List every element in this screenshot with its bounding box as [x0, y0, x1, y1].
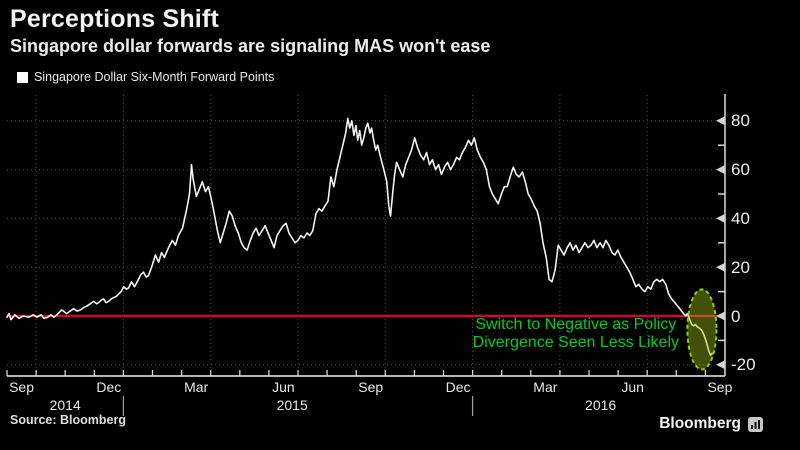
annotation-callout: Switch to Negative as Policy Divergence …: [473, 316, 679, 351]
x-axis-year-label: 2014: [49, 397, 81, 413]
x-axis-label: Jun: [621, 379, 644, 395]
bloomberg-terminal-icon: [748, 416, 763, 432]
x-axis-label: Sep: [707, 379, 733, 395]
x-axis-label: Jun: [272, 379, 295, 395]
series-line: [6, 117, 714, 356]
y-axis-arrow-tick: [716, 360, 725, 370]
x-axis-year-label: 2015: [276, 397, 308, 413]
chart-subtitle: Singapore dollar forwards are signaling …: [10, 36, 491, 56]
x-axis-label: Mar: [184, 379, 209, 395]
y-axis-label: 0: [731, 306, 741, 326]
highlight-ellipse: [686, 288, 718, 371]
annotation-line2: Divergence Seen Less Likely: [472, 333, 679, 351]
y-axis-arrow-tick: [716, 311, 725, 321]
y-axis-label: 80: [731, 111, 750, 131]
x-axis-label: Mar: [533, 379, 558, 395]
legend-square-marker-icon: [17, 71, 28, 83]
y-axis-label: 60: [731, 160, 750, 180]
x-axis-label: Dec: [96, 379, 122, 395]
bloomberg-logo: Bloomberg: [659, 415, 763, 433]
source-credit: Source: Bloomberg: [10, 413, 126, 427]
y-axis-arrow-tick: [716, 165, 725, 175]
y-axis-label: 20: [731, 257, 750, 277]
x-axis-label: Dec: [445, 379, 471, 395]
y-axis-label: -20: [731, 355, 756, 375]
legend-label: Singapore Dollar Six-Month Forward Point…: [34, 70, 275, 84]
annotation-line1: Switch to Negative as Policy: [475, 316, 677, 333]
y-axis-arrow-tick: [716, 213, 725, 223]
x-axis-year-label: 2016: [585, 397, 617, 413]
x-axis-label: Sep: [9, 379, 34, 395]
x-axis-label: Sep: [358, 379, 384, 395]
y-axis-label: 40: [731, 208, 750, 228]
bloomberg-wordmark: Bloomberg: [659, 415, 741, 432]
y-axis-arrow-tick: [716, 116, 725, 126]
legend: Singapore Dollar Six-Month Forward Point…: [17, 70, 274, 84]
y-axis-arrow-tick: [716, 262, 725, 272]
chart-title: Perceptions Shift: [10, 5, 219, 33]
